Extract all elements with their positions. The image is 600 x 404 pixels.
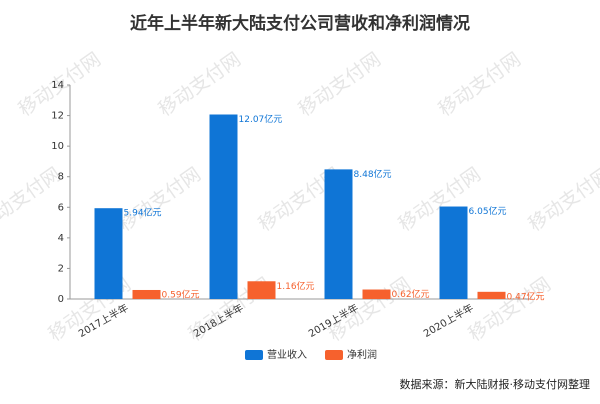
y-tick-label: 10 [51,141,64,152]
watermark: 移动支付网 [464,273,554,346]
value-label: 6.05亿元 [469,205,507,217]
watermark: 移动支付网 [294,48,384,121]
bar [247,281,276,299]
y-tick-label: 0 [58,294,64,305]
y-tick-label: 14 [51,80,64,91]
bar [477,291,506,299]
bar [209,114,238,299]
watermark: 移动支付网 [114,163,204,236]
x-tick-label: 2020上半年 [421,301,476,340]
y-tick-label: 2 [58,263,64,274]
bar [324,169,353,299]
y-tick-label: 12 [51,111,64,122]
chart-title: 近年上半年新大陆支付公司营收和净利润情况 [130,13,470,34]
value-label: 12.07亿元 [239,113,283,125]
value-label: 0.59亿元 [162,288,200,300]
value-label: 0.62亿元 [392,288,430,300]
y-tick-label: 8 [58,172,64,183]
value-label: 0.47亿元 [507,290,545,302]
bar [362,289,391,299]
source-note: 数据来源：新大陆财报·移动支付网整理 [400,377,591,391]
bar [439,206,468,299]
watermark: 移动支付网 [0,163,65,236]
watermark: 移动支付网 [154,48,244,121]
watermark: 移动支付网 [434,48,524,121]
value-label: 8.48亿元 [354,168,392,180]
watermark: 移动支付网 [524,163,600,236]
y-tick-label: 4 [58,233,64,244]
legend-swatch [245,350,263,360]
value-label: 5.94亿元 [124,207,162,219]
bar [94,208,123,299]
bar [132,289,161,299]
value-label: 1.16亿元 [277,280,315,292]
legend-label: 净利润 [347,348,377,361]
legend-label: 营业收入 [267,348,307,361]
y-tick-label: 6 [58,202,64,213]
legend-swatch [325,350,343,360]
